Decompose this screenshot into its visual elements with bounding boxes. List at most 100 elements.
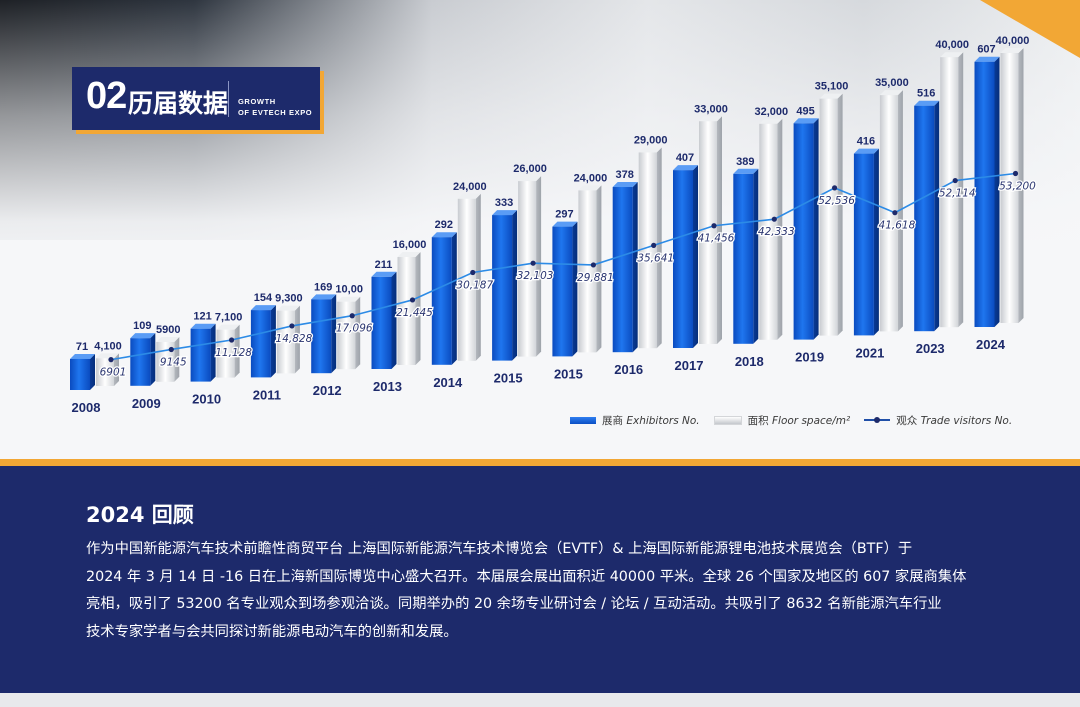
floor-value-label: 29,000 bbox=[634, 134, 668, 146]
floor-bar-top bbox=[397, 252, 421, 257]
floor-bar-front bbox=[578, 190, 597, 353]
visitor-point bbox=[771, 216, 777, 222]
visitor-value-label: 41,618 bbox=[879, 220, 916, 232]
exhibitor-bar-front bbox=[914, 105, 935, 332]
review-panel: 2024 回顾 作为中国新能源汽车技术前瞻性商贸平台 上海国际新能源汽车技术博览… bbox=[0, 466, 1080, 693]
year-tick-label: 2015 bbox=[554, 366, 583, 381]
floor-value-label: 7,100 bbox=[215, 312, 243, 324]
floor-bar-front bbox=[638, 152, 657, 349]
floor-bar bbox=[397, 252, 421, 365]
floor-bar-top bbox=[578, 185, 602, 191]
exhibitor-bar-side bbox=[391, 271, 397, 369]
exhibitor-bar-top bbox=[552, 221, 578, 227]
chart-legend: 展商 Exhibitors No. 面积 Floor space/m² 观众 T… bbox=[570, 411, 1012, 429]
legend-exhibitors-en: Exhibitors No. bbox=[626, 414, 700, 427]
section-title-box: 02 历届数据 GROWTH OF EVTECH EXPO bbox=[72, 67, 320, 130]
exhibitor-bar-top bbox=[492, 210, 518, 216]
floor-bar-top bbox=[1000, 48, 1024, 53]
floor-bar-front bbox=[1000, 53, 1019, 323]
exhibitor-bar bbox=[311, 294, 337, 374]
exhibitor-bar-top bbox=[70, 353, 95, 359]
visitor-value-label: 21,445 bbox=[396, 307, 433, 319]
exhibitor-bar-top bbox=[431, 232, 457, 238]
visitor-point bbox=[1012, 170, 1019, 177]
exhibitor-bar-top bbox=[250, 305, 276, 311]
exhibitor-value-label: 607 bbox=[977, 44, 995, 56]
visitor-point bbox=[108, 357, 114, 363]
visitor-value-label: 30,187 bbox=[456, 280, 493, 292]
floor-bar-top bbox=[518, 176, 542, 182]
exhibitor-bar-side bbox=[632, 182, 638, 353]
exhibitor-value-label: 297 bbox=[555, 209, 573, 221]
floor-value-label: 40,000 bbox=[935, 39, 969, 51]
floor-bar-top bbox=[216, 324, 240, 330]
legend-exhibitors-cn: 展商 bbox=[602, 414, 623, 427]
year-tick-label: 2015 bbox=[494, 371, 523, 386]
exhibitor-bar bbox=[853, 148, 879, 336]
floor-bar-top bbox=[759, 118, 783, 124]
floor-bar-front bbox=[96, 358, 114, 386]
floor-value-label: 33,000 bbox=[694, 103, 728, 115]
exhibitor-value-label: 121 bbox=[193, 311, 211, 323]
exhibitor-bar-top bbox=[914, 100, 940, 106]
exhibitor-bar-side bbox=[451, 232, 457, 365]
floor-bar-top bbox=[940, 52, 964, 58]
year-tick-label: 2023 bbox=[916, 341, 945, 356]
exhibitor-bar-side bbox=[813, 118, 819, 340]
visitor-value-label: 14,828 bbox=[276, 333, 313, 345]
floor-value-label: 35,100 bbox=[815, 81, 849, 93]
floor-bar bbox=[879, 90, 903, 332]
visitor-point bbox=[892, 210, 898, 216]
year-tick-label: 2017 bbox=[675, 358, 704, 373]
exhibitor-bar-front bbox=[673, 170, 693, 348]
exhibitor-bar-side bbox=[512, 210, 518, 361]
year-tick-label: 2012 bbox=[313, 383, 342, 398]
visitor-value-label: 35,641 bbox=[637, 252, 674, 264]
floor-bar-top bbox=[96, 353, 119, 359]
floor-bar bbox=[759, 118, 783, 340]
bottom-strip bbox=[0, 693, 1080, 707]
floor-bar-side bbox=[596, 185, 602, 353]
floor-value-label: 16,000 bbox=[393, 239, 427, 251]
floor-bar-side bbox=[897, 90, 903, 332]
exhibitor-bar-front bbox=[853, 153, 874, 336]
exhibitor-value-label: 495 bbox=[796, 105, 814, 117]
section-subtitle-line2: OF EVTECH EXPO bbox=[238, 108, 313, 117]
exhibitor-bar-side bbox=[150, 333, 156, 386]
review-line-3: 亮相，吸引了 53200 名专业观众到场参观洽谈。同期举办的 20 余场专业研讨… bbox=[86, 596, 942, 612]
floor-bar bbox=[940, 52, 964, 328]
visitor-point bbox=[651, 242, 657, 248]
floor-bar bbox=[819, 93, 843, 336]
floor-bar-top bbox=[879, 90, 903, 96]
exhibitor-bar-front bbox=[492, 215, 513, 361]
floor-value-label: 9,300 bbox=[275, 293, 303, 305]
exhibitor-bar-front bbox=[190, 328, 211, 382]
floor-bar-top bbox=[699, 116, 722, 122]
floor-bar-top bbox=[156, 336, 180, 342]
exhibitor-bar-front bbox=[431, 237, 452, 365]
floor-bar-side bbox=[777, 118, 783, 340]
exhibitor-value-label: 516 bbox=[917, 88, 935, 100]
floor-value-label: 32,000 bbox=[754, 106, 788, 118]
year-tick-label: 2009 bbox=[132, 396, 161, 411]
visitor-point bbox=[711, 223, 717, 229]
visitor-value-label: 52,114 bbox=[939, 188, 976, 200]
floor-bar bbox=[578, 185, 602, 353]
exhibitor-bar bbox=[612, 182, 638, 353]
year-tick-label: 2010 bbox=[192, 392, 221, 407]
exhibitor-value-label: 333 bbox=[495, 197, 513, 209]
section-number: 02 bbox=[86, 75, 127, 117]
exhibitor-bar-top bbox=[190, 323, 216, 329]
exhibitor-value-label: 169 bbox=[314, 281, 332, 293]
exhibitor-bar bbox=[793, 118, 819, 340]
visitor-value-label: 53,200 bbox=[999, 180, 1036, 192]
floor-bar-front bbox=[879, 95, 898, 332]
visitor-value-label: 6901 bbox=[100, 367, 127, 379]
exhibitor-value-label: 292 bbox=[435, 219, 453, 231]
floor-bar-front bbox=[940, 57, 959, 328]
exhibitor-bar-side bbox=[994, 56, 1000, 328]
orange-divider bbox=[0, 459, 1080, 466]
exhibitor-bar-side bbox=[693, 165, 698, 348]
floor-bar-side bbox=[1018, 48, 1024, 323]
legend-item-visitors: 观众 Trade visitors No. bbox=[864, 413, 1012, 428]
